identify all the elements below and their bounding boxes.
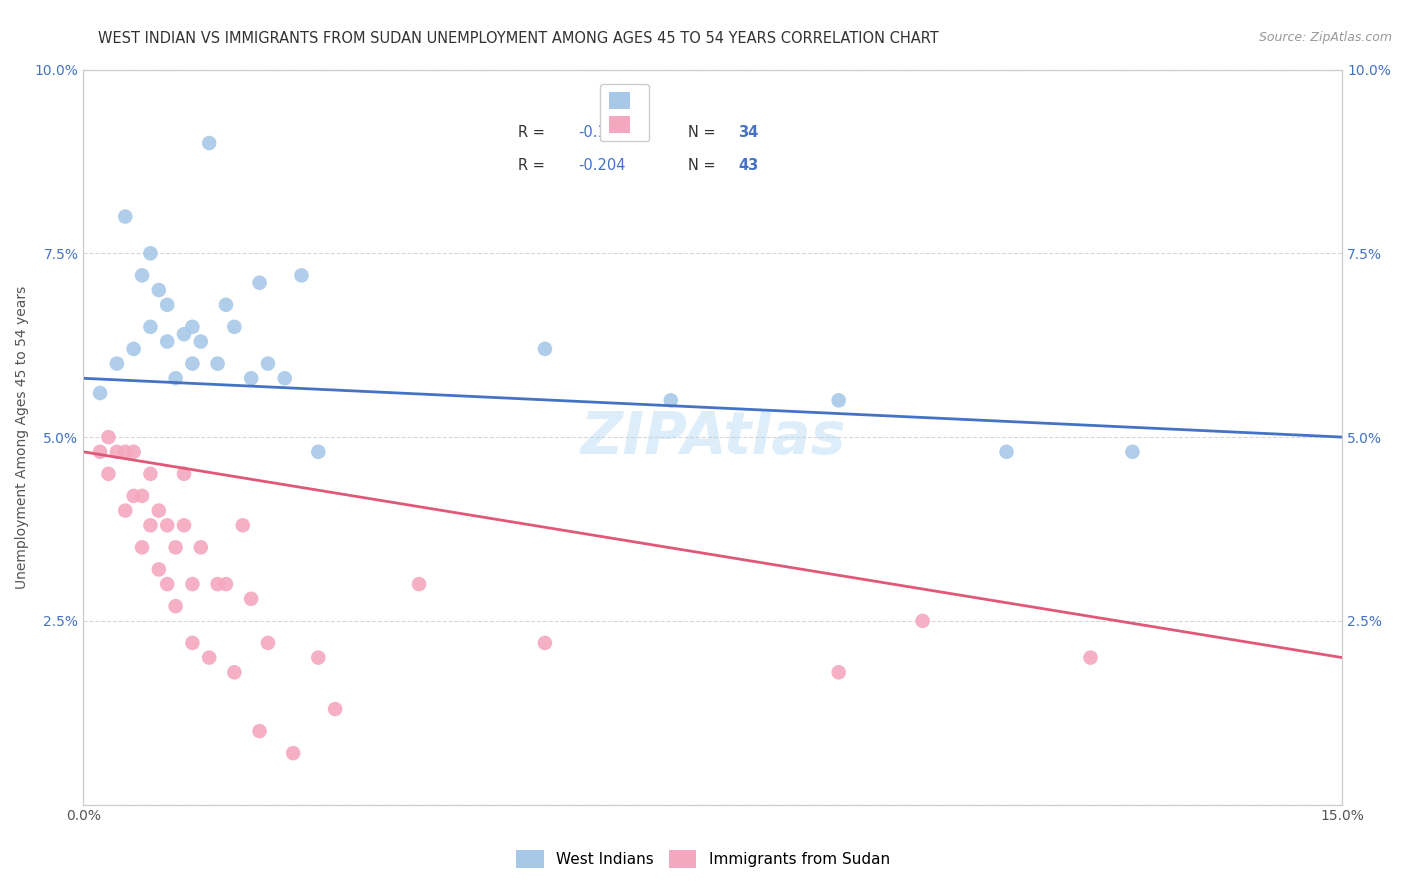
Point xyxy=(105,357,128,371)
Point xyxy=(281,746,304,760)
Point xyxy=(105,444,128,458)
Point xyxy=(156,518,179,533)
Point xyxy=(207,577,229,591)
Point xyxy=(534,636,557,650)
Point xyxy=(97,467,120,481)
Y-axis label: Unemployment Among Ages 45 to 54 years: Unemployment Among Ages 45 to 54 years xyxy=(15,285,30,589)
Point xyxy=(995,444,1018,458)
Point xyxy=(827,665,849,680)
Legend: , : , xyxy=(600,84,650,141)
Point xyxy=(190,541,212,555)
Point xyxy=(114,444,136,458)
Point xyxy=(89,386,111,401)
Point xyxy=(249,276,271,290)
Point xyxy=(165,541,187,555)
Point xyxy=(181,577,204,591)
Legend: West Indians, Immigrants from Sudan: West Indians, Immigrants from Sudan xyxy=(510,844,896,873)
Point xyxy=(139,246,162,260)
Point xyxy=(307,444,329,458)
Point xyxy=(290,268,312,283)
Text: R =: R = xyxy=(517,158,550,173)
Point xyxy=(198,650,221,665)
Point xyxy=(156,298,179,312)
Point xyxy=(240,371,263,385)
Point xyxy=(139,319,162,334)
Point xyxy=(156,334,179,349)
Text: 43: 43 xyxy=(738,158,758,173)
Point xyxy=(139,467,162,481)
Point xyxy=(122,342,145,356)
Point xyxy=(190,334,212,349)
Point xyxy=(181,357,204,371)
Text: WEST INDIAN VS IMMIGRANTS FROM SUDAN UNEMPLOYMENT AMONG AGES 45 TO 54 YEARS CORR: WEST INDIAN VS IMMIGRANTS FROM SUDAN UNE… xyxy=(98,31,939,46)
Text: ZIPAtlas: ZIPAtlas xyxy=(581,409,845,466)
Point xyxy=(198,136,221,150)
Point xyxy=(97,430,120,444)
Point xyxy=(1080,650,1102,665)
Point xyxy=(257,357,280,371)
Point xyxy=(307,650,329,665)
Point xyxy=(1121,444,1143,458)
Point xyxy=(89,444,111,458)
Point xyxy=(114,503,136,517)
Point xyxy=(323,702,346,716)
Point xyxy=(224,665,246,680)
Point xyxy=(165,599,187,614)
Point xyxy=(215,298,238,312)
Point xyxy=(131,541,153,555)
Point xyxy=(659,393,682,408)
Text: R =: R = xyxy=(517,125,550,139)
Point xyxy=(173,327,195,342)
Text: N =: N = xyxy=(688,158,720,173)
Point xyxy=(827,393,849,408)
Text: 34: 34 xyxy=(738,125,758,139)
Point xyxy=(534,342,557,356)
Point xyxy=(274,371,297,385)
Point xyxy=(181,636,204,650)
Point xyxy=(131,268,153,283)
Point xyxy=(240,591,263,606)
Point xyxy=(139,518,162,533)
Point xyxy=(911,614,934,628)
Point xyxy=(131,489,153,503)
Point xyxy=(215,577,238,591)
Point xyxy=(148,283,170,297)
Point xyxy=(156,577,179,591)
Point xyxy=(165,371,187,385)
Point xyxy=(114,210,136,224)
Text: N =: N = xyxy=(688,125,720,139)
Point xyxy=(173,467,195,481)
Text: -0.204: -0.204 xyxy=(578,158,626,173)
Point xyxy=(173,518,195,533)
Text: Source: ZipAtlas.com: Source: ZipAtlas.com xyxy=(1258,31,1392,45)
Point xyxy=(122,444,145,458)
Point xyxy=(148,503,170,517)
Text: -0.147: -0.147 xyxy=(578,125,626,139)
Point xyxy=(232,518,254,533)
Point xyxy=(148,562,170,576)
Point xyxy=(408,577,430,591)
Point xyxy=(181,319,204,334)
Point xyxy=(249,724,271,739)
Point xyxy=(122,489,145,503)
Point xyxy=(257,636,280,650)
Point xyxy=(224,319,246,334)
Point xyxy=(207,357,229,371)
